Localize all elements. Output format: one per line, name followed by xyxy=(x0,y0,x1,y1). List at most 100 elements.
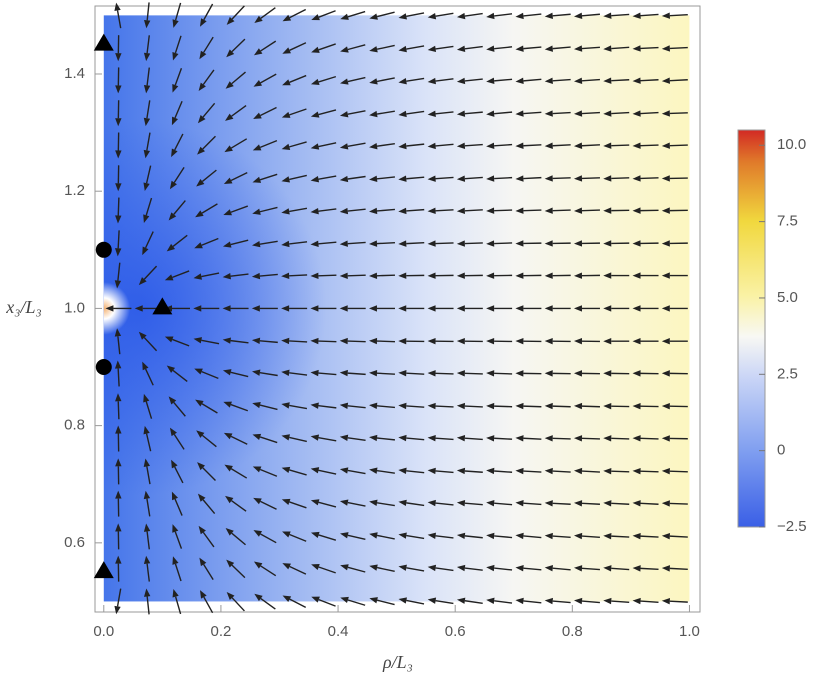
arrow-shaft xyxy=(553,210,571,211)
arrow-shaft xyxy=(118,401,119,419)
arrow-shaft xyxy=(582,406,600,407)
arrow-shaft xyxy=(641,178,659,179)
arrow-shaft xyxy=(611,503,629,504)
arrow-shaft xyxy=(553,145,571,146)
arrow-shaft xyxy=(494,210,512,211)
arrow-shaft xyxy=(436,243,454,244)
arrow-shaft xyxy=(582,503,600,504)
arrow-shaft xyxy=(641,145,659,146)
arrow-shaft xyxy=(553,406,571,407)
arrow-shaft xyxy=(611,145,629,146)
density xyxy=(104,15,690,601)
circle-marker xyxy=(96,359,112,375)
arrow-shaft xyxy=(118,368,119,386)
arrow-shaft xyxy=(670,145,688,146)
arrow-shaft xyxy=(465,373,483,374)
arrow-shaft xyxy=(670,471,688,472)
arrow-shaft xyxy=(465,243,483,244)
arrow-shaft xyxy=(641,471,659,472)
arrow-shaft xyxy=(406,373,424,374)
x-tick-label: 0.2 xyxy=(210,623,231,640)
arrow-shaft xyxy=(494,243,512,244)
arrow-shaft xyxy=(641,503,659,504)
arrow-head xyxy=(114,606,120,614)
arrow-shaft xyxy=(523,438,541,439)
circle-marker xyxy=(96,242,112,258)
arrow-shaft xyxy=(670,15,688,16)
x-tick-label: 0.6 xyxy=(445,623,466,640)
arrow-shaft xyxy=(436,210,454,211)
arrow-shaft xyxy=(318,275,336,276)
x-tick-label: 0.8 xyxy=(562,623,583,640)
arrow-shaft xyxy=(289,341,307,342)
arrow-shaft xyxy=(523,145,541,146)
arrow-shaft xyxy=(641,438,659,439)
arrow-shaft xyxy=(641,113,659,114)
colorbar-tick-label: 5.0 xyxy=(777,289,798,306)
arrow-shaft xyxy=(465,210,483,211)
arrow-shaft xyxy=(553,471,571,472)
arrow-shaft xyxy=(406,243,424,244)
arrow-shaft xyxy=(670,48,688,49)
arrow-shaft xyxy=(611,438,629,439)
y-tick-label: 0.8 xyxy=(64,417,85,434)
arrow-shaft xyxy=(377,341,395,342)
arrow-shaft xyxy=(318,341,336,342)
arrow-shaft xyxy=(641,80,659,81)
arrow-shaft xyxy=(523,406,541,407)
arrow-shaft xyxy=(436,406,454,407)
arrow-shaft xyxy=(377,243,395,244)
arrow-shaft xyxy=(465,406,483,407)
arrow-shaft xyxy=(641,536,659,537)
arrow-shaft xyxy=(494,438,512,439)
arrow-shaft xyxy=(494,406,512,407)
arrow-shaft xyxy=(348,275,366,276)
x-tick-label: 1.0 xyxy=(679,623,700,640)
arrow-shaft xyxy=(436,373,454,374)
y-axis-label: x₃/L₃ xyxy=(5,297,42,317)
arrow-shaft xyxy=(611,80,629,81)
arrow-shaft xyxy=(377,373,395,374)
arrow-shaft xyxy=(611,178,629,179)
y-tick-label: 1.2 xyxy=(64,182,85,199)
arrow-shaft xyxy=(348,341,366,342)
arrow-shaft xyxy=(118,198,119,216)
colorbar-tick-label: 10.0 xyxy=(777,136,806,153)
x-tick-label: 0.0 xyxy=(93,623,114,640)
arrow-shaft xyxy=(611,113,629,114)
arrow-shaft xyxy=(494,373,512,374)
arrow-shaft xyxy=(523,178,541,179)
arrow-shaft xyxy=(553,178,571,179)
arrow-shaft xyxy=(553,113,571,114)
arrow-shaft xyxy=(670,80,688,81)
arrow-shaft xyxy=(494,178,512,179)
arrow-shaft xyxy=(582,210,600,211)
colorbar-tick-label: 7.5 xyxy=(777,213,798,230)
arrow-shaft xyxy=(670,503,688,504)
y-tick-label: 1.0 xyxy=(64,299,85,316)
arrow-shaft xyxy=(377,275,395,276)
arrow-shaft xyxy=(289,275,307,276)
arrow-shaft xyxy=(641,48,659,49)
arrow-shaft xyxy=(582,438,600,439)
y-tick-label: 0.6 xyxy=(64,534,85,551)
y-tick-label: 1.4 xyxy=(64,65,85,82)
arrow-shaft xyxy=(118,230,119,248)
x-tick-label: 0.4 xyxy=(328,623,349,640)
arrow-shaft xyxy=(523,471,541,472)
arrow-shaft xyxy=(582,471,600,472)
x-axis-label: ρ/L₃ xyxy=(382,652,413,672)
colorbar xyxy=(738,130,765,527)
colorbar-tick-label: −2.5 xyxy=(777,518,807,535)
colorbar-tick-label: 2.5 xyxy=(777,365,798,382)
arrow-shaft xyxy=(553,503,571,504)
arrow-shaft xyxy=(611,536,629,537)
arrow-head xyxy=(114,3,120,11)
arrow-shaft xyxy=(670,568,688,569)
arrow-shaft xyxy=(670,536,688,537)
arrow-shaft xyxy=(582,178,600,179)
arrow-shaft xyxy=(611,471,629,472)
arrow-shaft xyxy=(641,568,659,569)
arrow-shaft xyxy=(670,601,688,602)
